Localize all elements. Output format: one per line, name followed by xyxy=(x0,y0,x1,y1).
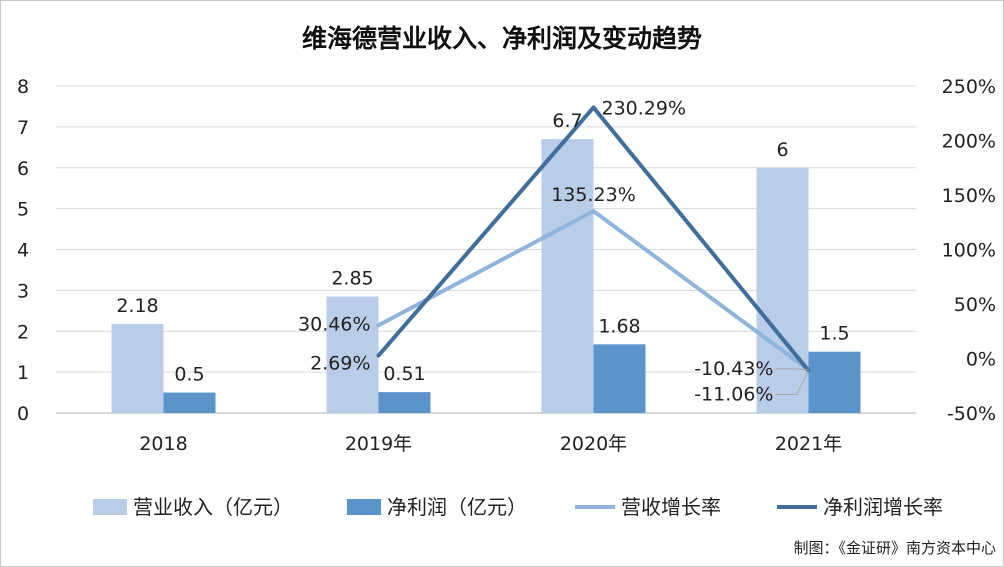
legend-swatch xyxy=(347,499,381,515)
lines-layer xyxy=(376,105,811,373)
leader-line xyxy=(775,370,809,396)
axis-layer: 0 1 2 3 4 5 6 7 8 -50% 0% 50% 100% 150% 200% 250% 2018 20… xyxy=(17,76,996,455)
legend-label: 净利润（亿元） xyxy=(387,495,527,519)
legend-label: 营业收入（亿元） xyxy=(133,495,293,519)
line-data-label: 2.69% xyxy=(310,353,370,375)
chart-title: 维海德营业收入、净利润及变动趋势 xyxy=(302,24,702,53)
bars-layer xyxy=(111,139,861,413)
bar-data-label: 1.68 xyxy=(598,315,640,337)
y-left-tick-label: 3 xyxy=(17,280,29,302)
bar-data-label: 6 xyxy=(776,139,788,161)
bar-data-label: 0.5 xyxy=(174,364,204,386)
bar-data-label: 2.85 xyxy=(331,268,373,290)
bar xyxy=(378,392,431,413)
line-data-label: 230.29% xyxy=(602,97,687,119)
labels-layer: 2.18 2.85 6.7 6 0.5 0.51 1.68 1.5 30.46% 135.23% -… xyxy=(116,97,849,405)
x-tick-label: 2021年 xyxy=(775,433,842,455)
y-left-tick-label: 2 xyxy=(17,321,29,343)
legend-label: 净利润增长率 xyxy=(823,495,943,519)
bar-data-label: 2.18 xyxy=(116,295,158,317)
bar xyxy=(111,323,164,413)
legend-swatch xyxy=(93,499,127,515)
y-left-tick-label: 5 xyxy=(17,199,29,221)
x-tick-label: 2018 xyxy=(139,433,187,455)
legend-label: 营收增长率 xyxy=(621,495,721,519)
y-left-tick-label: 4 xyxy=(17,240,29,262)
bar xyxy=(163,392,216,413)
line-data-label: -11.06% xyxy=(694,384,773,406)
line-data-label: 30.46% xyxy=(298,313,370,335)
y-right-tick-label: 200% xyxy=(942,131,996,153)
y-left-tick-label: 7 xyxy=(17,117,29,139)
line-data-label: 135.23% xyxy=(551,184,636,206)
bar-data-label: 1.5 xyxy=(819,323,849,345)
y-right-tick-label: 50% xyxy=(954,294,996,316)
y-left-tick-label: 8 xyxy=(17,76,29,98)
bar xyxy=(593,344,646,413)
bar-data-label: 6.7 xyxy=(552,110,582,132)
bar xyxy=(756,167,809,413)
y-right-tick-label: 100% xyxy=(942,240,996,262)
line-data-label: -10.43% xyxy=(694,358,773,380)
x-tick-label: 2020年 xyxy=(560,433,627,455)
y-right-tick-label: -50% xyxy=(947,403,996,425)
y-left-tick-label: 6 xyxy=(17,158,29,180)
series-line xyxy=(376,209,811,372)
bar xyxy=(326,296,379,413)
bar xyxy=(541,139,594,413)
leader-line xyxy=(775,368,809,371)
x-tick-label: 2019年 xyxy=(345,433,412,455)
y-right-tick-label: 250% xyxy=(942,76,996,98)
legend: 营业收入（亿元） 净利润（亿元） 营收增长率 净利润增长率 xyxy=(93,495,943,519)
bar xyxy=(808,351,861,413)
y-left-tick-label: 1 xyxy=(17,362,29,384)
y-left-tick-label: 0 xyxy=(17,403,29,425)
y-right-tick-label: 0% xyxy=(966,349,996,371)
y-right-tick-label: 150% xyxy=(942,185,996,207)
bar-data-label: 0.51 xyxy=(383,363,425,385)
chart-credit: 制图：《金证研》南方资本中心 xyxy=(793,539,996,557)
series-line xyxy=(376,105,811,373)
